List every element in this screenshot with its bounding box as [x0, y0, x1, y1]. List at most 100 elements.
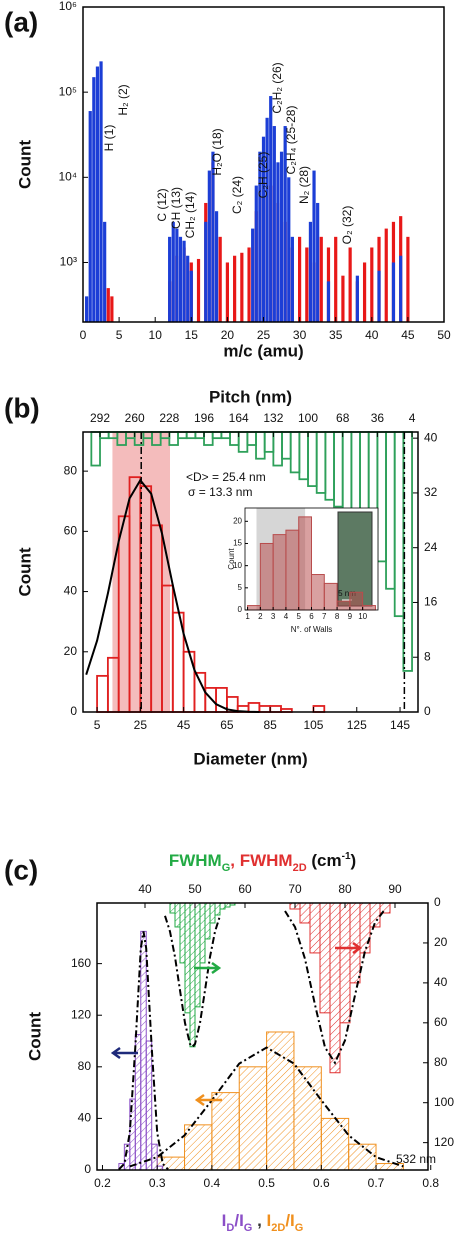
x-tick-label: 0.4: [204, 1176, 221, 1190]
y-axis-title: Count: [15, 547, 34, 596]
spike: [269, 96, 273, 322]
x-tick-label: 1: [245, 612, 250, 621]
hist-bar: [348, 1143, 377, 1171]
annotation: <D> = 25.4 nm: [186, 470, 266, 484]
spike: [272, 126, 276, 322]
hist-bar: [315, 431, 327, 494]
hist-bar: [298, 431, 309, 481]
x-tick-label: 40: [365, 328, 379, 342]
y-tick-label: 20: [64, 644, 78, 658]
hist-bar: [320, 1117, 350, 1171]
arrow: [194, 961, 222, 975]
spike: [85, 296, 89, 322]
x2-tick-label: 36: [371, 411, 385, 425]
hist-bar: [203, 431, 214, 446]
spike: [225, 262, 229, 322]
y2-tick-label: 0: [434, 895, 441, 909]
spike: [312, 170, 316, 322]
y2-tick-label: 60: [434, 1015, 448, 1029]
hist-bar: [393, 431, 405, 618]
spike: [355, 275, 359, 322]
x-tick-label: 45: [177, 718, 191, 732]
spike: [399, 255, 403, 322]
spike: [95, 66, 100, 323]
hist-bar: [96, 674, 109, 713]
spike: [186, 255, 190, 322]
x2-tick-label: 260: [125, 411, 145, 425]
annotation: CH₂ (14): [183, 192, 197, 239]
spike: [254, 185, 258, 322]
fit-curve: [118, 931, 169, 1171]
x2-tick-label: 90: [388, 882, 402, 896]
y2-tick-label: 40: [434, 975, 448, 989]
x2-tick-label: 228: [159, 411, 179, 425]
title-part: G: [222, 862, 231, 874]
micrograph: [337, 511, 373, 607]
y2-tick-label: 120: [434, 1135, 454, 1149]
title-part: 2D: [271, 1222, 285, 1234]
annotation: N₂ (28): [297, 166, 311, 204]
hist-bar: [189, 902, 196, 1048]
y-tick-label: 80: [78, 1059, 92, 1073]
hist-bar: [329, 902, 341, 1074]
title-part: G: [244, 1222, 253, 1234]
hist-bar: [211, 431, 223, 440]
hist-bar: [319, 902, 331, 1014]
hist-bar: [219, 902, 226, 910]
panel-label: (b): [4, 392, 40, 423]
x2-axis-title: Pitch (nm): [209, 387, 292, 406]
hist-bar: [247, 605, 261, 611]
fit-curve: [129, 1046, 404, 1168]
x-tick-label: 0.7: [368, 1176, 385, 1190]
hist-bar: [309, 902, 321, 954]
hist-bar: [376, 431, 387, 563]
y-axis-title: Count: [25, 1012, 44, 1061]
spike: [319, 236, 323, 322]
spike: [334, 236, 338, 322]
y2-tick-label: 16: [424, 595, 438, 609]
x-tick-label: 5: [94, 718, 101, 732]
spike: [298, 236, 302, 322]
hist-bar: [350, 431, 361, 522]
x2-tick-label: 164: [229, 411, 249, 425]
title-part: D: [226, 1222, 234, 1234]
hist-bar: [298, 516, 313, 611]
y-tick-label: 160: [71, 956, 91, 970]
spike: [103, 221, 107, 322]
y-tick-label: 10⁶: [59, 0, 77, 13]
spike: [406, 236, 410, 322]
spike: [233, 255, 237, 322]
x2-tick-label: 132: [263, 411, 283, 425]
x-tick-label: 15: [185, 328, 199, 342]
annotation: H₂ (2): [116, 84, 130, 115]
x-tick-label: 25: [134, 718, 148, 732]
spike: [370, 247, 374, 322]
spike: [276, 162, 280, 322]
x-tick-label: 30: [293, 328, 307, 342]
spike: [279, 151, 284, 322]
hist-bar: [307, 431, 318, 487]
hist-bar: [211, 1092, 240, 1171]
hist-bar: [174, 902, 181, 928]
x-tick-label: 4: [284, 612, 289, 621]
hist-bar: [194, 902, 201, 1008]
spike: [175, 228, 179, 322]
hist-bar: [169, 902, 176, 914]
title-part: ): [351, 851, 357, 870]
axis-title: ID/IG , I2D/IG: [222, 1211, 304, 1233]
hist-bar: [214, 902, 221, 916]
annotation: C₂H (25): [256, 152, 270, 199]
panel-label: (c): [4, 854, 38, 885]
y-tick-label: 15: [233, 539, 242, 548]
spike: [305, 247, 309, 322]
x2-tick-label: 80: [338, 882, 352, 896]
annotation: σ = 13.3 nm: [188, 485, 252, 499]
title-part: I: [267, 1211, 272, 1230]
hist-bar: [238, 1066, 268, 1171]
y-tick-label: 10⁴: [58, 169, 77, 183]
title-part: -1: [342, 851, 351, 862]
x-tick-label: 10: [358, 612, 367, 621]
spike: [290, 236, 294, 322]
x-tick-label: 0.2: [94, 1176, 111, 1190]
x-tick-label: 35: [329, 328, 343, 342]
